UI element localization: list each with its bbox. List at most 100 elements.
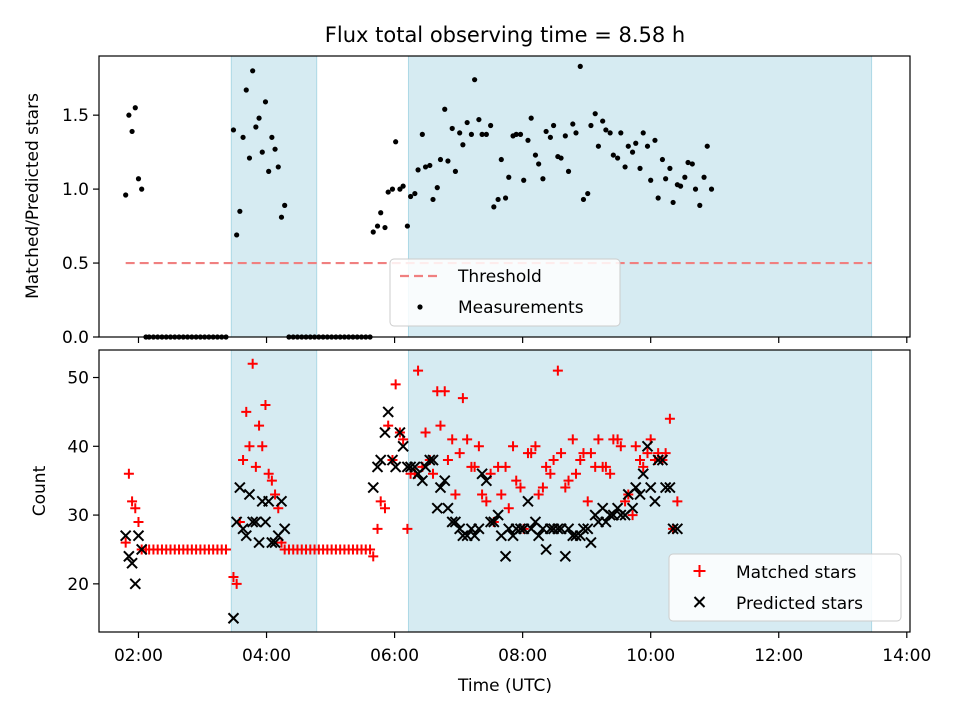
series-1-0-point-110 xyxy=(545,468,556,479)
series-1-1-point-19 xyxy=(269,536,281,549)
series-0-0-point-69 xyxy=(393,139,399,145)
series-0-0-point-124 xyxy=(600,118,606,124)
series-0-0-point-30 xyxy=(243,87,249,93)
series-1-1-point-6 xyxy=(227,612,240,624)
series-1-1-point-30 xyxy=(394,426,406,439)
series-0-0-point-148 xyxy=(689,161,695,167)
series-1-1-point-53 xyxy=(480,474,493,487)
series-0-0-point-94 xyxy=(488,122,494,129)
series-0-0-point-140 xyxy=(659,156,666,163)
series-0-0-point-65 xyxy=(378,210,384,216)
series-1-1-point-69 xyxy=(540,543,552,556)
series-1-1-point-23 xyxy=(367,481,379,494)
x-tick-label-6: 14:00 xyxy=(882,646,931,666)
series-0-0-point-119 xyxy=(580,196,587,203)
series-0-0-point-113 xyxy=(558,155,564,161)
y-tick-label-0-3: 1.5 xyxy=(62,106,89,126)
series-1-1-point-72 xyxy=(552,523,564,535)
ratio-legend-box xyxy=(389,258,621,327)
series-0-0-point-111 xyxy=(550,122,557,129)
ratio-plot-frame xyxy=(98,55,911,338)
series-1-1-point-99 xyxy=(652,454,664,466)
x-tick-label-0: 02:00 xyxy=(114,646,163,666)
series-1-1-point-100 xyxy=(656,454,669,466)
series-1-1-point-74 xyxy=(559,550,572,563)
series-0-0-point-31 xyxy=(246,155,253,161)
series-0-0-point-63 xyxy=(370,229,376,235)
series-0-0-point-39 xyxy=(272,146,278,152)
series-1-0-point-29 xyxy=(238,455,249,466)
series-1-0-point-111 xyxy=(548,455,559,466)
series-1-1-point-89 xyxy=(615,509,627,521)
series-1-0-point-34 xyxy=(254,420,265,431)
series-1-1-point-2 xyxy=(126,557,138,569)
count-legend: Matched stars Predicted stars xyxy=(668,553,902,622)
count-panel: 20 30 40 50 02:00 04:00 06:00 08:00 10:00 12:00 14… xyxy=(30,349,931,696)
series-1-1-point-50 xyxy=(468,529,481,542)
legend-measurements-label: Measurements xyxy=(458,298,584,318)
ratio-panel: 0.0 0.5 1.0 1.5 Matched/Predicted stars Thr… xyxy=(23,55,911,348)
series-0-0-point-89 xyxy=(468,131,475,137)
series-1-1-point-41 xyxy=(434,481,447,494)
series-1-1-point-102 xyxy=(664,481,676,494)
series-0-0-point-126 xyxy=(607,130,613,136)
series-1-0-point-63 xyxy=(368,551,379,562)
series-0-0-point-75 xyxy=(415,167,421,173)
series-1-0-point-66 xyxy=(379,503,390,514)
series-0-0-point-147 xyxy=(685,159,691,166)
series-1-0-point-35 xyxy=(257,441,268,452)
series-1-1-point-5 xyxy=(135,543,148,556)
series-1-0-point-25 xyxy=(220,544,231,555)
series-0-0-point-74 xyxy=(412,190,418,197)
series-1-0-point-38 xyxy=(266,475,277,486)
series-0-0-point-95 xyxy=(491,204,497,210)
series-0-0-point-137 xyxy=(648,177,654,183)
series-0-0-point-139 xyxy=(655,195,661,201)
series-1-1-point-3 xyxy=(129,578,141,590)
y-tick-label-0-0: 0.0 xyxy=(62,328,89,348)
series-0-0-point-117 xyxy=(573,130,579,136)
series-1-0-point-100 xyxy=(508,441,519,452)
series-1-0-point-98 xyxy=(500,461,511,472)
series-0-0-point-123 xyxy=(595,143,602,149)
series-0-0-point-41 xyxy=(278,214,285,220)
series-1-1-point-56 xyxy=(492,509,504,521)
series-0-0-point-80 xyxy=(434,185,440,191)
series-0-0-point-86 xyxy=(457,130,463,136)
series-0-0-point-151 xyxy=(701,174,707,180)
series-1-0-point-128 xyxy=(612,434,623,445)
series-0-0-point-149 xyxy=(692,186,699,192)
series-1-1-point-22 xyxy=(278,523,291,535)
series-1-0-point-62 xyxy=(365,544,376,555)
series-0-0-point-27 xyxy=(234,232,240,238)
series-0-0-point-129 xyxy=(618,130,624,136)
series-0-0-point-40 xyxy=(275,164,281,170)
series-0-0-point-132 xyxy=(629,149,636,155)
series-1-0-point-107 xyxy=(533,489,544,500)
series-0-0-point-81 xyxy=(437,156,444,163)
series-0-0-point-114 xyxy=(562,133,568,139)
series-1-0-point-3 xyxy=(130,503,141,514)
series-1-0-point-36 xyxy=(260,400,271,411)
legend-predicted-label: Predicted stars xyxy=(736,594,863,614)
series-1-1-point-79 xyxy=(577,523,590,535)
series-0-0-point-42 xyxy=(282,202,288,208)
series-1-0-point-125 xyxy=(600,461,611,472)
series-0-0-point-122 xyxy=(592,111,598,117)
series-1-0-point-102 xyxy=(515,482,526,493)
series-1-1-point-94 xyxy=(634,488,646,501)
x-tick-label-3: 08:00 xyxy=(498,646,547,666)
series-0-0-point-79 xyxy=(430,196,436,203)
series-1-1-point-25 xyxy=(375,454,387,466)
series-1-1-point-67 xyxy=(532,529,545,542)
series-1-0-point-0 xyxy=(120,537,131,548)
series-0-0-point-78 xyxy=(427,162,433,169)
series-1-0-point-33 xyxy=(250,461,261,472)
series-0-0-point-33 xyxy=(253,124,259,130)
series-0-0-point-135 xyxy=(640,130,646,136)
series-0-0-point-136 xyxy=(644,143,651,149)
series-0-0-point-118 xyxy=(577,63,583,69)
series-0-0-point-150 xyxy=(697,202,703,208)
series-1-0-point-81 xyxy=(435,420,446,431)
series-1-1-point-28 xyxy=(386,454,399,466)
